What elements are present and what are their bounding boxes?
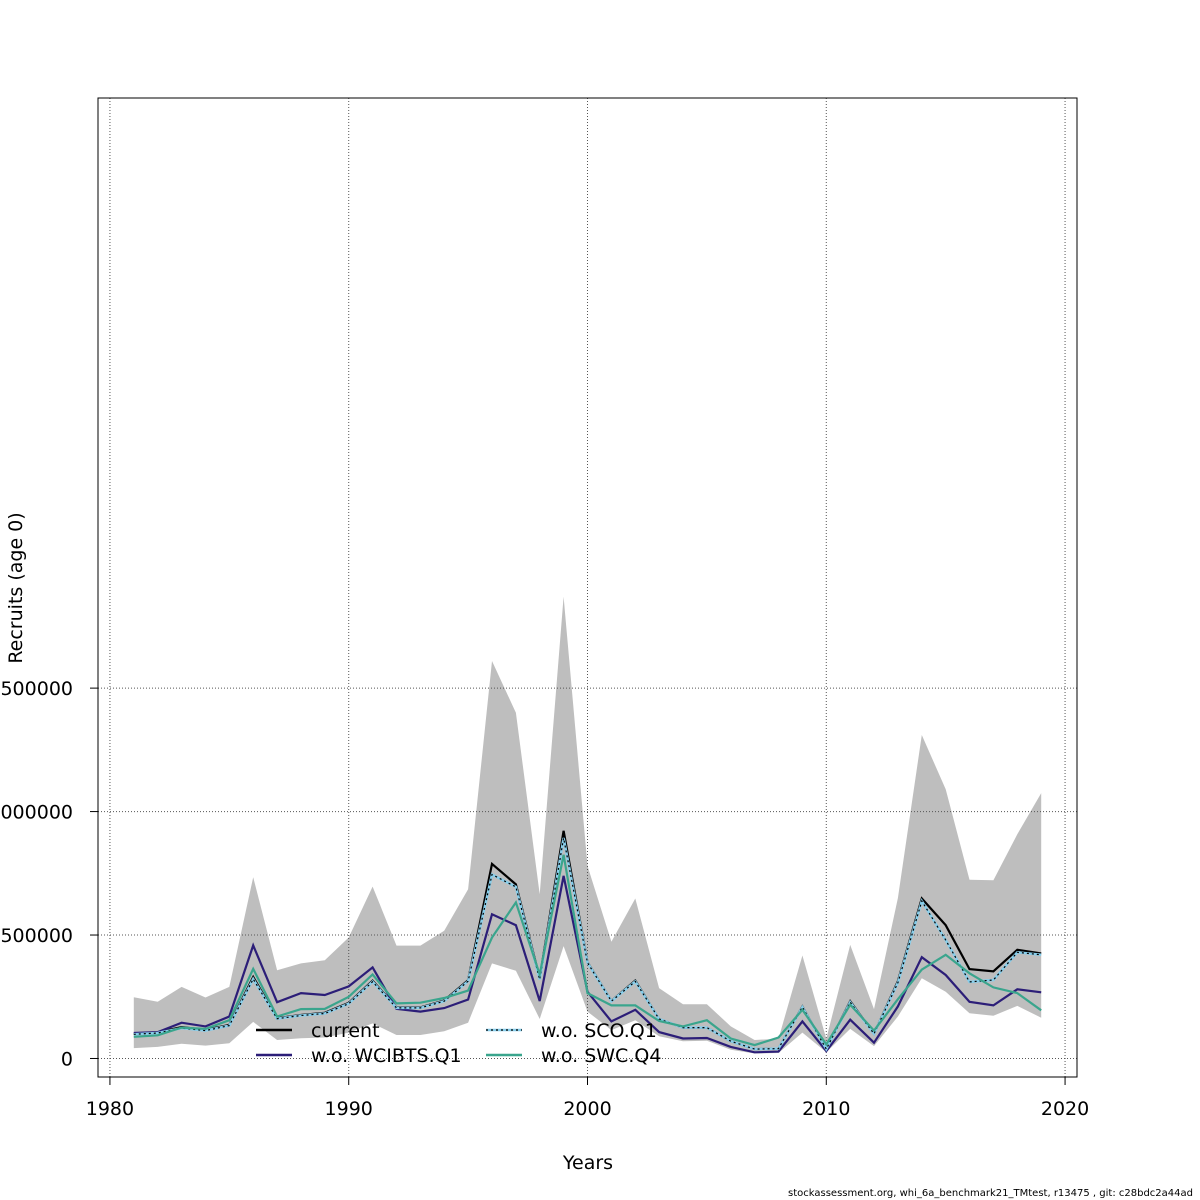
series-line-overlay-2 (133, 837, 1042, 1051)
x-tick-label-4: 2020 (1041, 1098, 1089, 1120)
legend-label-0: current (311, 1020, 380, 1042)
grid-layer (98, 98, 1077, 1077)
y-tick-label-1: 500000 (0, 925, 73, 947)
y-tick-label-0: 0 (61, 1048, 73, 1070)
legend-label-3: w.o. SWC.Q4 (541, 1045, 661, 1067)
x-tick-label-1: 1990 (325, 1098, 373, 1120)
axis-layer: 1980 1990 2000 2010 2020 0 500000 1000000 150000… (0, 678, 1089, 1120)
x-tick-label-0: 1980 (86, 1098, 134, 1120)
series-layer (133, 830, 1042, 1054)
y-axis-title: Recruits (age 0) (5, 512, 27, 663)
x-tick-label-3: 2010 (802, 1098, 850, 1120)
y-tick-label-3: 1500000 (0, 678, 73, 700)
legend: current w.o. WCIBTS.Q1 w.o. SCO.Q1 w.o. SWC… (256, 1020, 661, 1067)
series-line-3 (133, 854, 1042, 1047)
y-tick-label-2: 1000000 (0, 802, 73, 824)
legend-label-2: w.o. SCO.Q1 (541, 1020, 657, 1042)
confidence-band (133, 596, 1042, 1054)
legend-label-1: w.o. WCIBTS.Q1 (311, 1045, 462, 1067)
footer-caption: stockassessment.org, whi_6a_benchmark21_… (788, 1188, 1193, 1199)
confidence-band-layer (133, 596, 1042, 1054)
x-tick-label-2: 2000 (563, 1098, 611, 1120)
x-axis-title: Years (562, 1152, 613, 1174)
